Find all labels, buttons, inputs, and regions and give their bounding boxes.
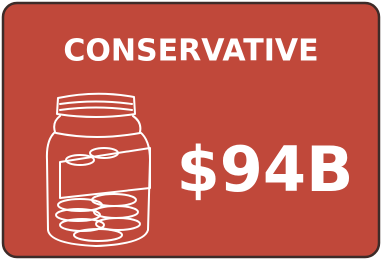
card-value: $94B	[177, 133, 354, 206]
page: {"card": {"title": "CONSERVATIVE", "valu…	[0, 0, 382, 260]
card-title: CONSERVATIVE	[63, 34, 318, 69]
card: CONSERVATIVE $94B	[0, 0, 382, 260]
